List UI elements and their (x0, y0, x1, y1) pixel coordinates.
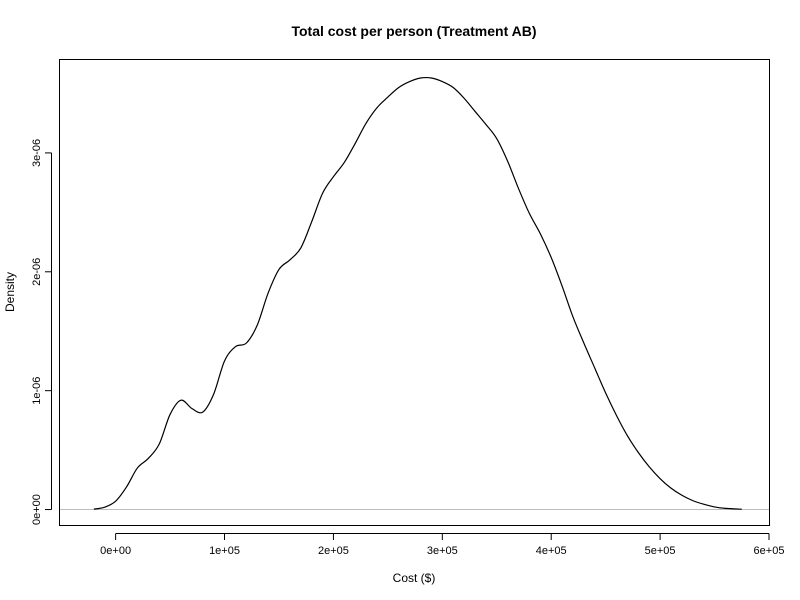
density-curve (93, 76, 742, 510)
x-tick-label: 5e+05 (645, 545, 676, 557)
y-tick-label: 3e-06 (31, 139, 43, 167)
x-tick-label: 4e+05 (536, 545, 567, 557)
y-axis-label: Density (3, 272, 17, 312)
y-tick-label: 2e-06 (31, 258, 43, 286)
x-axis: 0e+00 1e+05 2e+05 3e+05 4e+05 5e+05 6e+05 (100, 533, 785, 557)
chart-title: Total cost per person (Treatment AB) (291, 23, 536, 39)
x-tick-label: 3e+05 (427, 545, 458, 557)
x-tick-label: 2e+05 (318, 545, 349, 557)
x-tick-label: 1e+05 (209, 545, 240, 557)
y-tick-label: 1e-06 (31, 377, 43, 405)
y-tick-label: 0e+00 (31, 494, 43, 525)
x-axis-label: Cost ($) (393, 571, 436, 585)
y-axis: 0e+00 1e-06 2e-06 3e-06 (31, 139, 52, 525)
plot-frame (59, 59, 770, 526)
x-tick-label: 6e+05 (754, 545, 785, 557)
x-tick-label: 0e+00 (100, 545, 131, 557)
